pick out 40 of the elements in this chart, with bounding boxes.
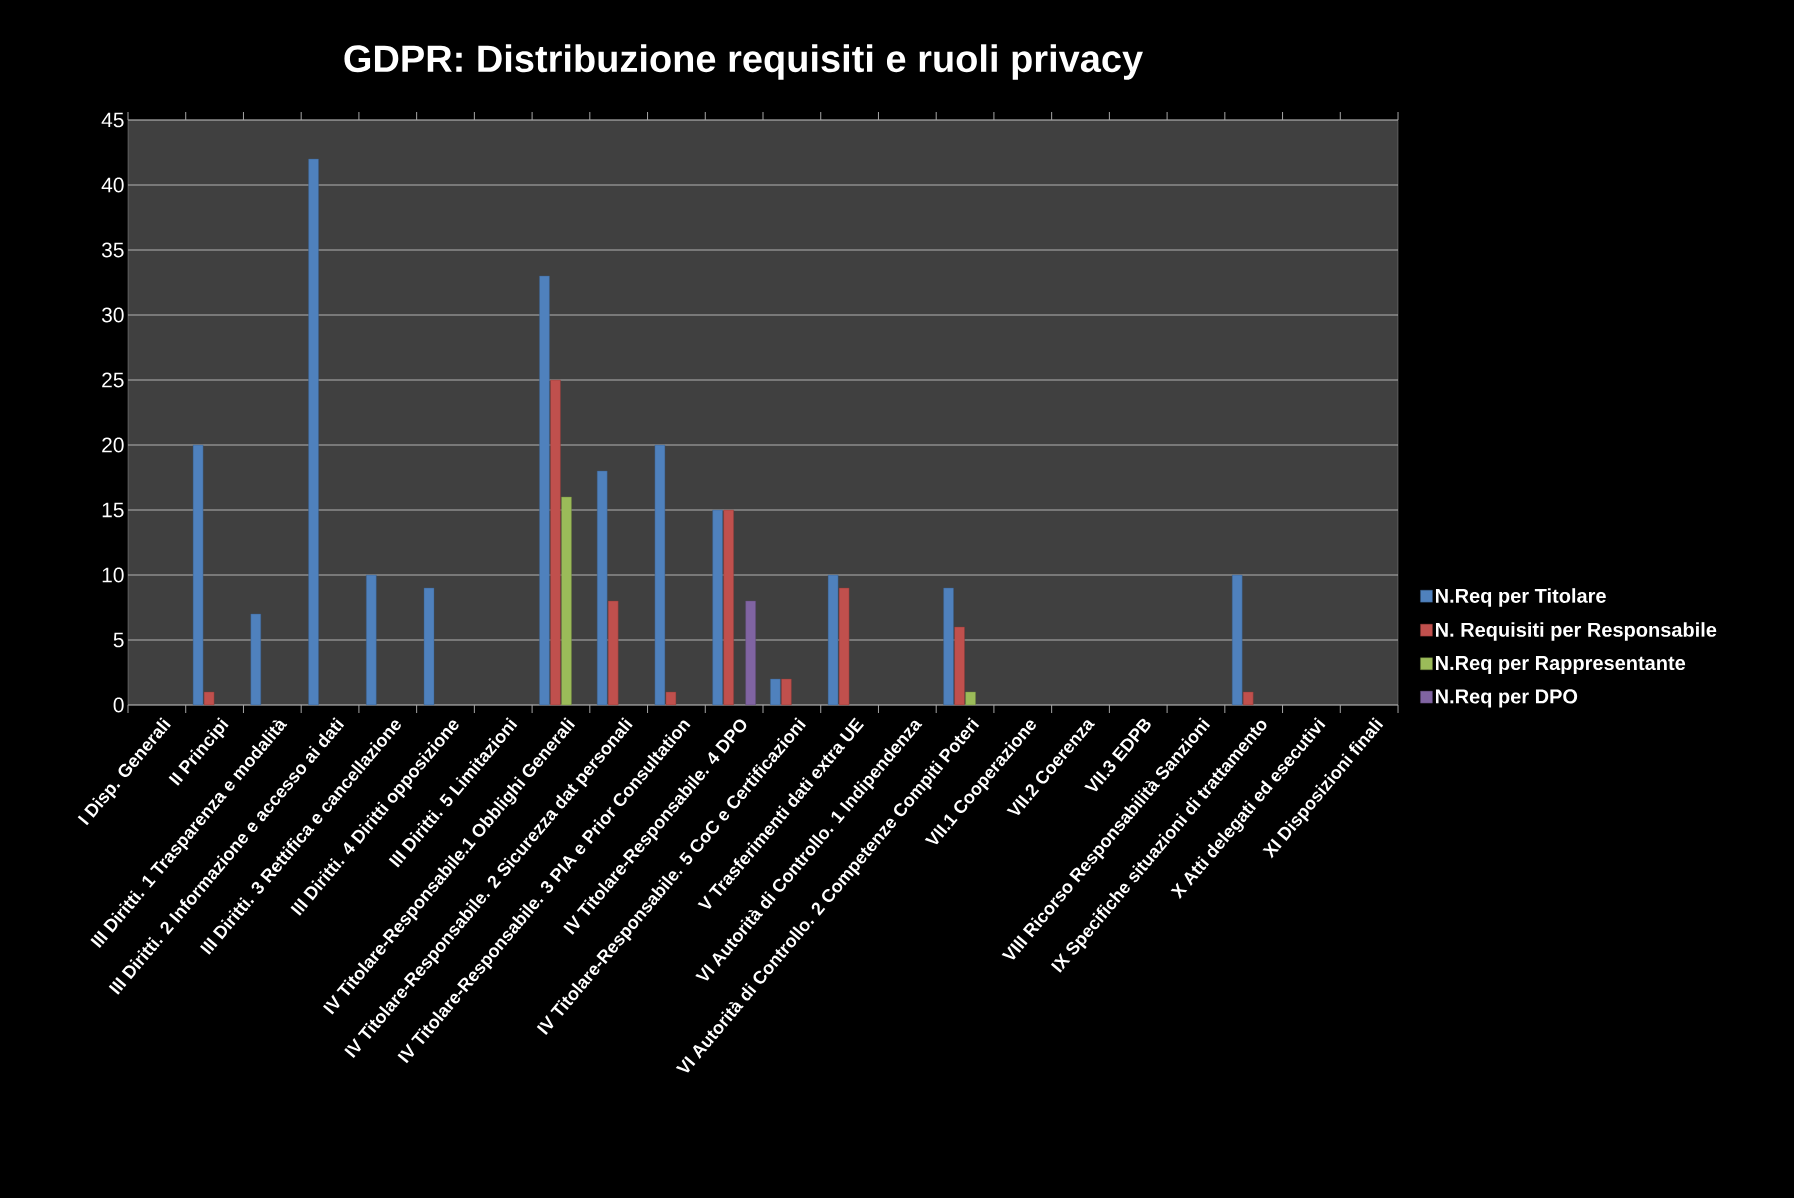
bar: [943, 587, 954, 706]
y-tick-label: 35: [101, 242, 124, 258]
bar: [607, 600, 619, 706]
y-tick-label: 30: [101, 307, 124, 323]
y-tick-label: 25: [102, 372, 124, 388]
bar: [723, 509, 734, 706]
bar: [827, 574, 839, 706]
bar: [654, 444, 666, 706]
legend-label: N.Req per DPO: [1435, 689, 1578, 708]
bar: [423, 587, 435, 706]
y-tick-label: 15: [102, 502, 124, 518]
bar: [550, 379, 561, 706]
y-tick-label: 10: [102, 567, 124, 583]
bar: [838, 587, 850, 706]
legend-label: N. Requisiti per Responsabile: [1435, 622, 1717, 641]
y-tick-label: 45: [101, 112, 124, 128]
bar: [770, 678, 781, 706]
bar: [665, 691, 677, 706]
bar: [366, 574, 377, 706]
bar: [596, 470, 608, 706]
bar: [745, 600, 756, 706]
bar: [192, 444, 204, 706]
bar: [561, 496, 572, 706]
bar: [308, 158, 319, 706]
bar: [712, 509, 723, 706]
y-tick-label: 20: [102, 437, 124, 453]
bar: [1243, 691, 1254, 706]
bar: [954, 626, 965, 706]
bar: [203, 691, 215, 706]
y-tick-label: 40: [101, 177, 124, 193]
legend-label: N.Req per Titolare: [1435, 588, 1606, 607]
y-tick-label: 5: [113, 632, 124, 648]
bar: [539, 275, 550, 706]
bar: [965, 691, 976, 706]
bar: [250, 613, 262, 706]
legend-label: N.Req per Rappresentante: [1435, 656, 1686, 675]
chart-title: GDPR: Distribuzione requisiti e ruoli privacy: [344, 44, 1143, 80]
y-tick-label: 0: [113, 697, 124, 713]
bar: [781, 678, 792, 706]
bar: [1232, 574, 1243, 706]
